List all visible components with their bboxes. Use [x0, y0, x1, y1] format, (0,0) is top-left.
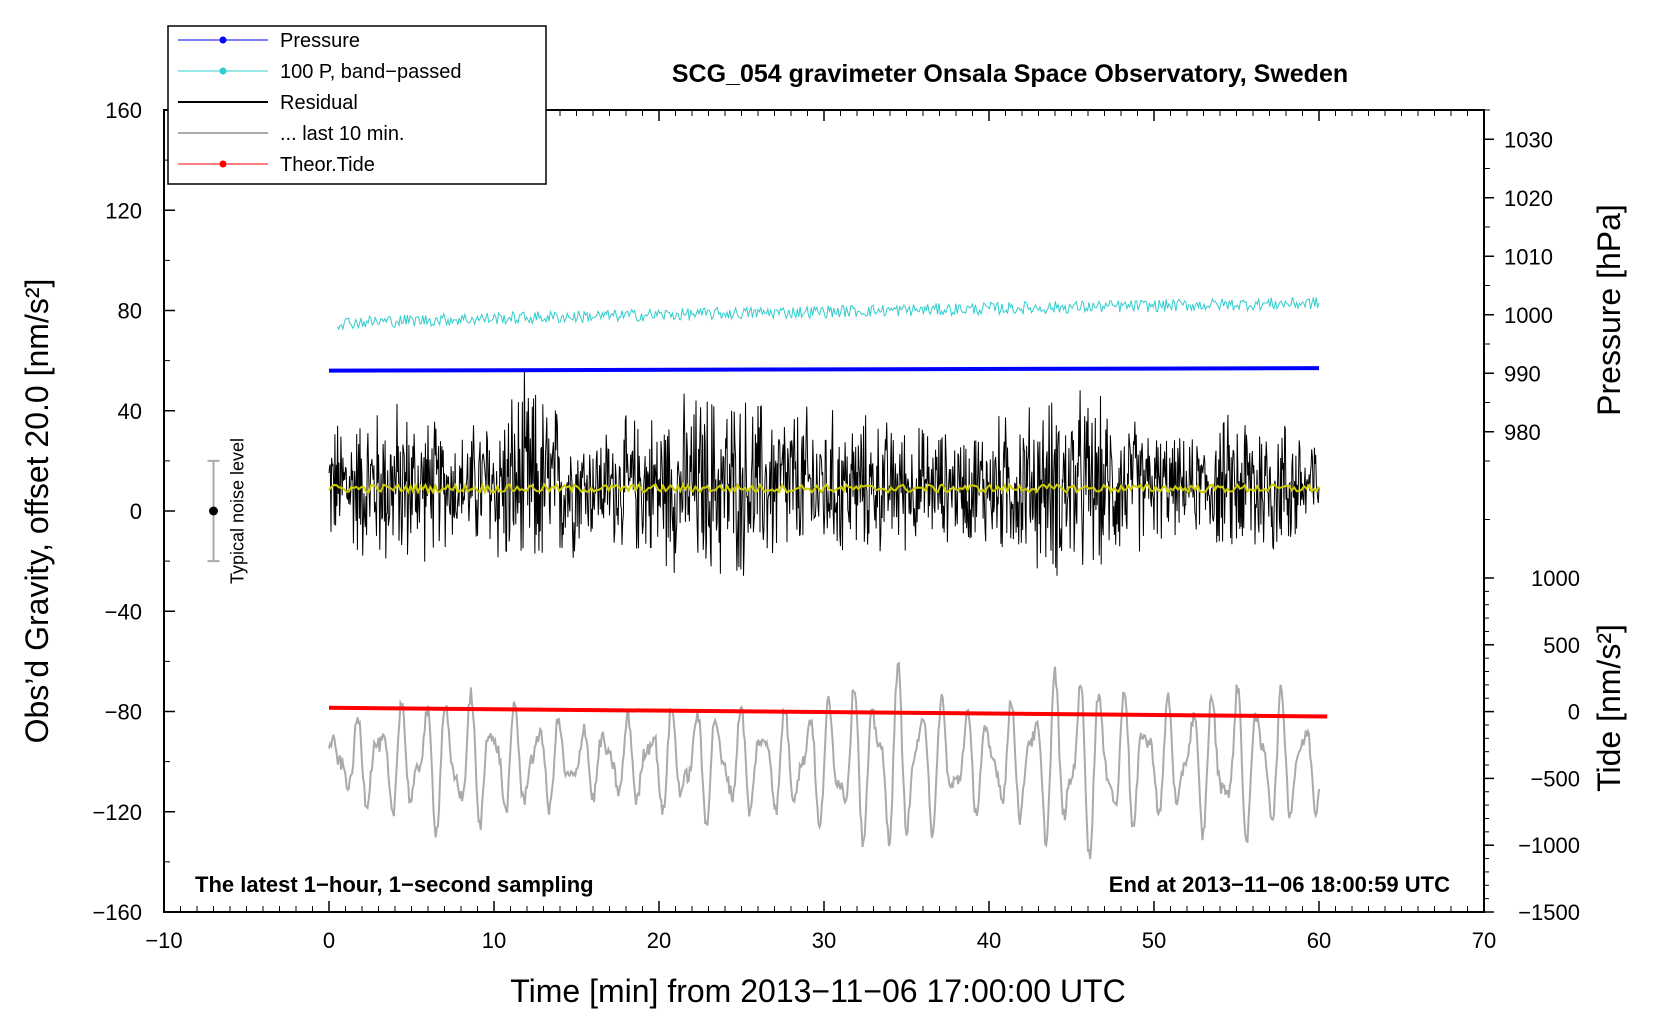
- pressure-axis-label: Pressure [hPa]: [1591, 204, 1627, 416]
- x-tick-label: 50: [1142, 928, 1166, 953]
- tide-tick-label: 500: [1543, 633, 1580, 658]
- x-tick-label: 70: [1472, 928, 1496, 953]
- legend-label: Pressure: [280, 30, 360, 52]
- axis-ticks: −10 0 10 20 30 40 50 60 7016012080400−40−80−120−…: [92, 98, 1580, 953]
- legend: Pressure 100 P, band−passed Residual ... la…: [167, 25, 547, 185]
- x-tick-label: 30: [812, 928, 836, 953]
- x-tick-label: 0: [323, 928, 335, 953]
- last-10-min-line: [328, 661, 1320, 860]
- residual-smoothed-line: [328, 481, 1320, 496]
- legend-label: Theor.Tide: [280, 154, 375, 176]
- tide-axis-label: Tide [nm/s²]: [1591, 624, 1627, 792]
- legend-label: Residual: [280, 92, 358, 114]
- pressure-tick-label: 1030: [1504, 127, 1553, 152]
- noise-label: Typical noise level: [228, 438, 248, 584]
- pressure-tick-label: 980: [1504, 420, 1541, 445]
- y-tick-label: 40: [118, 399, 142, 424]
- footer-right-label: End at 2013−11−06 18:00:59 UTC: [1109, 872, 1450, 897]
- pressure-tick-label: 1020: [1504, 186, 1553, 211]
- x-axis-label: Time [min] from 2013−11−06 17:00:00 UTC: [510, 973, 1125, 1009]
- residual-line: [328, 368, 1320, 576]
- y-axis-label: Obs’d Gravity, offset 20.0 [nm/s²]: [19, 279, 55, 744]
- y-tick-label: −160: [92, 900, 142, 925]
- pressure-tick-label: 990: [1504, 361, 1541, 386]
- series-layer: [328, 297, 1328, 860]
- pressure-bandpassed-line: [336, 297, 1320, 331]
- legend-marker: [219, 67, 227, 75]
- legend-box: [167, 25, 547, 185]
- legend-marker: [219, 160, 227, 168]
- legend-label: 100 P, band−passed: [280, 61, 461, 83]
- pressure-tick-label: 1000: [1504, 303, 1553, 328]
- tide-tick-label: 0: [1568, 700, 1580, 725]
- y-tick-label: −80: [105, 700, 142, 725]
- pressure-line: [328, 366, 1320, 373]
- y-tick-label: 120: [105, 198, 142, 223]
- tide-tick-label: −1500: [1518, 900, 1580, 925]
- legend-items: Pressure 100 P, band−passed Residual ... la…: [178, 30, 461, 176]
- y-tick-label: 0: [130, 499, 142, 524]
- y-tick-label: 160: [105, 98, 142, 123]
- legend-marker: [219, 36, 227, 44]
- y-tick-label: 80: [118, 299, 142, 324]
- tide-tick-label: −1000: [1518, 833, 1580, 858]
- x-tick-label: 60: [1307, 928, 1331, 953]
- x-tick-label: 10: [482, 928, 506, 953]
- noise-level-indicator: Typical noise level: [207, 438, 248, 584]
- legend-label: ... last 10 min.: [280, 123, 405, 145]
- chart-title: SCG_054 gravimeter Onsala Space Observat…: [672, 60, 1348, 88]
- noise-center-dot: [209, 506, 218, 516]
- y-tick-label: −40: [105, 599, 142, 624]
- pressure-tick-label: 1010: [1504, 244, 1553, 269]
- theor-tide-line: [328, 705, 1328, 719]
- x-tick-label: 40: [977, 928, 1001, 953]
- footer-left-label: The latest 1−hour, 1−second sampling: [195, 872, 594, 897]
- x-tick-label: −10: [145, 928, 182, 953]
- tide-tick-label: −500: [1530, 766, 1580, 791]
- tide-tick-label: 1000: [1531, 566, 1580, 591]
- y-tick-label: −120: [92, 800, 142, 825]
- y-axis-label-text: Obs’d Gravity, offset 20.0 [nm/s²]: [19, 279, 55, 744]
- x-tick-label: 20: [647, 928, 671, 953]
